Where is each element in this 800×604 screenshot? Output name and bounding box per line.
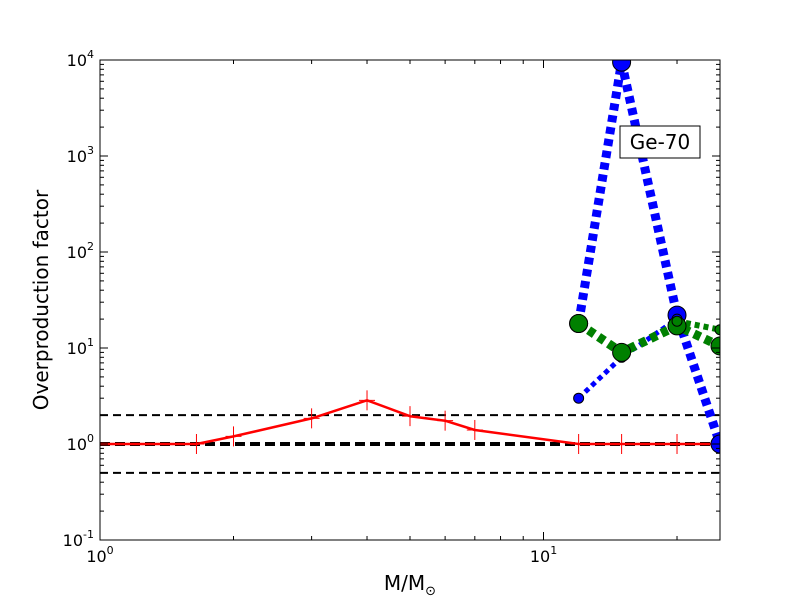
series-group [100, 60, 720, 446]
series-line-0 [100, 399, 720, 446]
tick-exponent: 3 [87, 144, 94, 157]
series-4-point-0 [671, 315, 683, 327]
series-0-point-1 [188, 434, 205, 454]
series-0-point-2 [225, 426, 242, 447]
series-0-point-8 [570, 434, 587, 454]
annotation-label: Ge-70 [630, 130, 690, 154]
series-3-point-1 [612, 342, 632, 362]
series-0-point-5 [402, 406, 418, 427]
tick-base: 10 [67, 243, 87, 262]
tick-exponent: 1 [87, 336, 94, 349]
series-1-point-1 [612, 60, 632, 72]
tick-exponent: -1 [83, 528, 94, 541]
tick-exponent: 0 [87, 432, 94, 445]
tick-exponent: 2 [87, 240, 94, 253]
y-tick-label-1: 100 [67, 432, 94, 454]
y-tick-label-2: 101 [67, 336, 94, 358]
series-0-point-4 [359, 390, 376, 411]
series-4-point-1 [714, 324, 720, 336]
series-line-4 [676, 318, 720, 333]
series-3-point-3 [710, 336, 720, 356]
tick-base: 10 [67, 147, 87, 166]
y-tick-label-4: 103 [67, 144, 94, 166]
annotation-group: Ge-70 [619, 125, 701, 159]
series-0-point-3 [303, 408, 320, 429]
tick-exponent: 0 [107, 544, 114, 557]
plot-area [100, 60, 720, 540]
x-tick-label-0: 100 [86, 544, 113, 566]
series-line-3 [576, 319, 720, 357]
x-axis-label-text: M/M [384, 571, 425, 595]
tick-base: 10 [63, 531, 83, 550]
x-axis-label-subscript: ⊙ [425, 584, 436, 599]
y-axis-label: Overproduction factor [29, 189, 53, 410]
tick-base: 10 [67, 51, 87, 70]
series-0-point-10 [669, 434, 686, 454]
tick-exponent: 4 [87, 48, 94, 61]
annotation-box [619, 125, 701, 159]
tick-base: 10 [67, 435, 87, 454]
series-0-point-6 [437, 410, 454, 431]
series-line-1 [574, 60, 720, 446]
series-3-point-0 [569, 313, 589, 333]
tick-base: 10 [530, 547, 550, 566]
series-0-point-9 [613, 434, 630, 454]
tick-exponent: 1 [550, 544, 557, 557]
x-axis-label: M/M⊙ [384, 571, 436, 599]
y-tick-label-3: 102 [67, 240, 94, 262]
tick-base: 10 [86, 547, 106, 566]
x-tick-label-1: 101 [530, 544, 557, 566]
series-2-point-0 [573, 392, 585, 404]
y-tick-label-0: 10-1 [63, 528, 94, 550]
series-0-point-7 [466, 419, 483, 440]
y-tick-label-5: 104 [67, 48, 94, 70]
series-line-2 [576, 317, 679, 401]
tick-base: 10 [67, 339, 87, 358]
